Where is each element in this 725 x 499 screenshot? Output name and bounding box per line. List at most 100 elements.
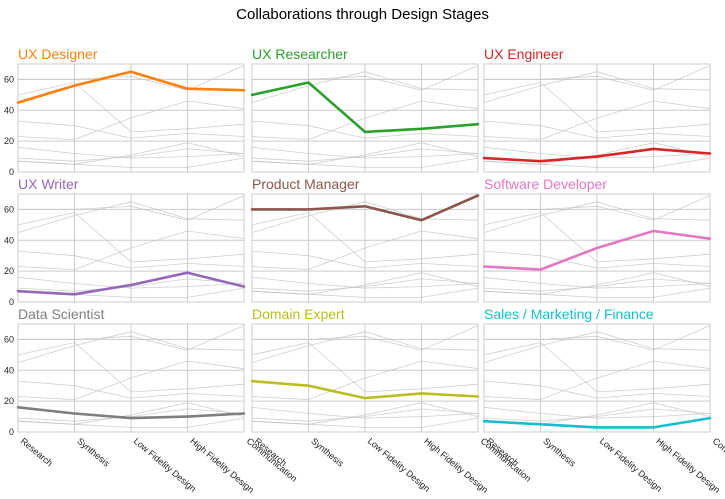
- panel-title: UX Researcher: [252, 46, 348, 62]
- y-tick-label: 40: [4, 235, 14, 245]
- x-tick-label: High Fidelity Design: [654, 436, 722, 495]
- y-tick-label: 0: [9, 427, 14, 437]
- panel-ux-engineer: UX Engineer: [482, 46, 712, 173]
- background-line-data-scientist: [483, 146, 711, 159]
- x-tick-label: High Fidelity Design: [422, 436, 490, 495]
- background-line-data-scientist: [251, 146, 479, 159]
- panel-frame: [251, 323, 479, 433]
- background-line-product-manager: [18, 195, 245, 221]
- panel-ux-researcher: UX Researcher: [250, 46, 480, 173]
- background-line-software-developer: [17, 360, 245, 401]
- series-line-domain-expert: [250, 379, 480, 400]
- background-line-product-manager: [484, 65, 711, 91]
- background-line-domain-expert: [17, 380, 245, 399]
- y-tick-label: 20: [4, 266, 14, 276]
- panel-title: Data Scientist: [18, 306, 104, 322]
- background-line-ux-researcher: [483, 212, 711, 263]
- background-line-data-scientist: [17, 276, 245, 289]
- background-line-domain-expert: [251, 250, 479, 269]
- background-line-product-manager: [18, 325, 245, 351]
- series-line-software-developer: [482, 229, 712, 271]
- panel-title: Software Developer: [484, 176, 607, 192]
- background-line-ux-designer: [17, 201, 245, 233]
- background-line-ux-designer: [17, 331, 245, 363]
- background-line-ux-researcher: [17, 82, 245, 133]
- panel-frame: [17, 323, 245, 433]
- panel-data-scientist: Data Scientist 0 20 40 60 Research Synthesis Lo…: [4, 306, 299, 495]
- background-line-ux-designer: [251, 71, 479, 103]
- y-tick-label: 20: [4, 396, 14, 406]
- y-tick-label: 20: [4, 136, 14, 146]
- chart-title: Collaborations through Design Stages: [236, 6, 489, 23]
- series-line-product-manager: [250, 194, 480, 222]
- panel-product-manager: Product Manager: [250, 176, 480, 303]
- y-tick-label: 60: [4, 74, 14, 84]
- background-line-ux-designer: [251, 331, 479, 363]
- background-line-software-developer: [251, 230, 479, 271]
- background-line-software-developer: [251, 100, 479, 141]
- panel-title: UX Designer: [18, 46, 98, 62]
- x-tick-label: Low Fidelity Design: [598, 436, 664, 494]
- y-tick-label: 0: [9, 297, 14, 307]
- y-tick-label: 0: [9, 167, 14, 177]
- background-line-data-scientist: [251, 406, 479, 419]
- y-tick-label: 60: [4, 204, 14, 214]
- background-line-product-manager: [252, 325, 479, 351]
- panel-frame: [251, 193, 479, 303]
- panel-title: Product Manager: [252, 176, 360, 192]
- background-line-ux-researcher: [251, 212, 479, 263]
- y-tick-label: 40: [4, 105, 14, 115]
- panel-title: UX Writer: [18, 176, 79, 192]
- background-line-domain-expert: [483, 380, 711, 399]
- x-tick-label: Synthesis: [75, 436, 112, 469]
- background-line-sales-marketing-finance: [251, 287, 479, 298]
- background-line-ux-researcher: [17, 212, 245, 263]
- background-line-software-developer: [251, 360, 479, 401]
- background-line-data-scientist: [483, 406, 711, 419]
- series-line-data-scientist: [16, 405, 246, 420]
- background-line-software-developer: [483, 360, 711, 401]
- background-line-sales-marketing-finance: [483, 287, 711, 298]
- background-line-domain-expert: [251, 120, 479, 139]
- background-line-ux-researcher: [483, 82, 711, 133]
- panel-frame: [483, 193, 711, 303]
- panel-title: Sales / Marketing / Finance: [484, 306, 654, 322]
- background-line-software-developer: [17, 100, 245, 141]
- background-line-software-developer: [483, 100, 711, 141]
- x-tick-label: Synthesis: [541, 436, 578, 469]
- panel-ux-writer: UX Writer 0 20 40 60: [4, 176, 246, 307]
- x-tick-label: Communication: [711, 436, 725, 484]
- panel-frame: [17, 193, 245, 303]
- background-line-ux-researcher: [17, 342, 245, 393]
- panel-title: UX Engineer: [484, 46, 564, 62]
- background-line-software-developer: [17, 230, 245, 271]
- background-line-ux-engineer: [251, 278, 479, 292]
- background-line-data-scientist: [251, 276, 479, 289]
- background-line-ux-engineer: [251, 148, 479, 162]
- background-line-sales-marketing-finance: [17, 417, 245, 428]
- background-line-data-scientist: [483, 276, 711, 289]
- panel-ux-designer: UX Designer 0 20 40 60: [4, 46, 246, 177]
- series-line-ux-engineer: [482, 147, 712, 163]
- background-line-product-manager: [252, 65, 479, 91]
- series-line-ux-researcher: [250, 81, 480, 134]
- background-line-product-manager: [18, 65, 245, 91]
- x-tick-label: Research: [19, 436, 55, 468]
- background-line-ux-engineer: [17, 148, 245, 162]
- panel-title: Domain Expert: [252, 306, 345, 322]
- background-line-domain-expert: [483, 250, 711, 269]
- background-line-sales-marketing-finance: [483, 157, 711, 168]
- series-line-ux-designer: [16, 70, 246, 104]
- y-tick-label: 40: [4, 365, 14, 375]
- background-line-ux-researcher: [483, 342, 711, 393]
- x-tick-label: Low Fidelity Design: [132, 436, 198, 494]
- x-tick-label: Low Fidelity Design: [366, 436, 432, 494]
- background-line-ux-engineer: [483, 408, 711, 422]
- background-line-ux-researcher: [251, 342, 479, 393]
- background-line-domain-expert: [17, 250, 245, 269]
- panel-frame: [483, 63, 711, 173]
- background-line-data-scientist: [17, 146, 245, 159]
- background-line-sales-marketing-finance: [251, 417, 479, 428]
- x-tick-label: High Fidelity Design: [188, 436, 256, 495]
